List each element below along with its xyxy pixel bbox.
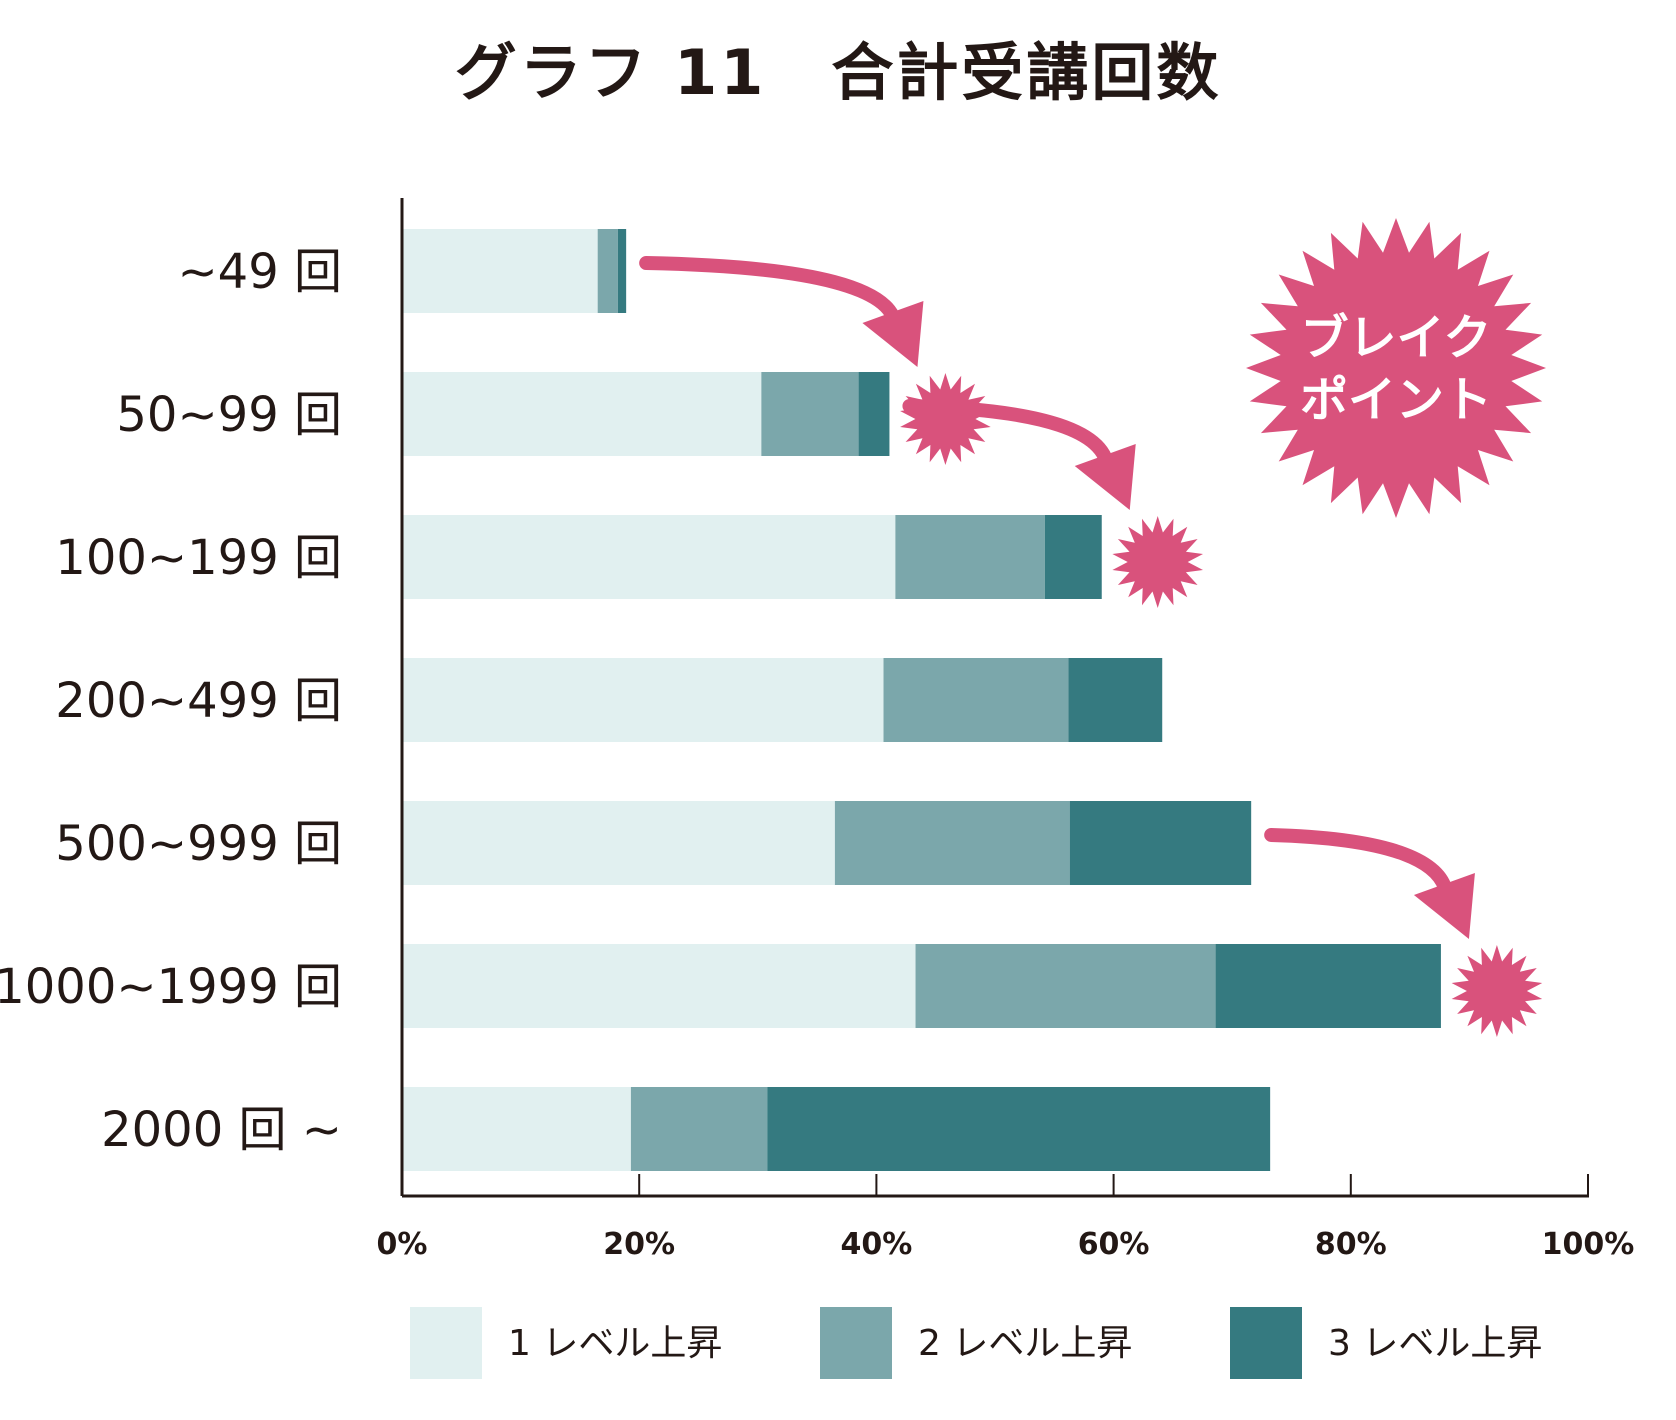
bar-segment-2: [597, 229, 618, 313]
legend-label-1: 1 レベル上昇: [508, 1323, 722, 1364]
legend-swatch-3: [1230, 1307, 1302, 1379]
bar-segment-3: [1215, 944, 1441, 1028]
bar-segment-3: [1068, 658, 1163, 742]
bar-segment-1: [402, 229, 598, 313]
x-tick-label: 60%: [1078, 1227, 1150, 1262]
bar-segment-2: [630, 1087, 768, 1171]
category-label: 100~199 回: [55, 530, 342, 586]
x-tick-label: 40%: [840, 1227, 912, 1262]
category-label: 1000~1999 回: [0, 959, 342, 1015]
category-label: 200~499 回: [55, 673, 342, 729]
bar-segment-2: [895, 515, 1045, 599]
bar-segment-3: [858, 372, 890, 456]
breakpoint-star: [1112, 516, 1203, 608]
bar-segment-1: [402, 801, 835, 885]
legend-swatch-2: [820, 1307, 892, 1379]
breakpoint-label: ブレイク: [1300, 310, 1491, 366]
axes-layer: [400, 198, 1589, 1198]
legend: 1 レベル上昇 2 レベル上昇 3 レベル上昇: [410, 1307, 1542, 1379]
bar-segment-2: [883, 658, 1069, 742]
bar-segment-1: [402, 372, 762, 456]
breakpoint-star: [900, 373, 991, 465]
breakpoint-label: ポイント: [1300, 372, 1492, 428]
breakpoint-star: [1451, 945, 1543, 1037]
category-label: ~49 回: [177, 244, 342, 300]
bar-segment-2: [834, 801, 1070, 885]
legend-label-2: 2 レベル上昇: [918, 1323, 1132, 1364]
bar-segment-1: [402, 944, 916, 1028]
category-labels: ~49 回 50~99 回 100~199 回 200~499 回 500~999 回 1…: [0, 244, 342, 1158]
category-label: 2000 回 ~: [101, 1102, 342, 1158]
x-tick-label: 80%: [1315, 1227, 1387, 1262]
arrow-head: [1413, 873, 1475, 939]
category-label: 50~99 回: [116, 387, 342, 443]
chart-title: グラフ 11 合計受講回数: [454, 36, 1222, 109]
category-label: 500~999 回: [55, 816, 342, 872]
bars-layer: [402, 229, 1441, 1171]
bar-segment-3: [767, 1087, 1271, 1171]
arrow-shaft: [1264, 828, 1454, 908]
tick-labels: 0% 20% 40% 60% 80% 100%: [377, 1227, 1635, 1262]
legend-label-3: 3 レベル上昇: [1328, 1323, 1542, 1364]
x-tick-label: 20%: [603, 1227, 675, 1262]
legend-swatch-1: [410, 1307, 482, 1379]
x-tick-label: 0%: [377, 1227, 428, 1262]
bar-segment-3: [1069, 801, 1252, 885]
bar-segment-3: [617, 229, 627, 313]
bar-segment-1: [402, 658, 884, 742]
bar-segment-1: [402, 515, 896, 599]
bar-segment-2: [761, 372, 859, 456]
arrow-head: [1074, 444, 1136, 510]
bar-segment-2: [915, 944, 1216, 1028]
arrow-shaft: [639, 256, 903, 336]
bar-segment-1: [402, 1087, 631, 1171]
breakpoint-burst: [1246, 218, 1546, 518]
arrow-head: [862, 301, 924, 367]
bar-segment-3: [1044, 515, 1102, 599]
x-tick-label: 100%: [1542, 1227, 1635, 1262]
